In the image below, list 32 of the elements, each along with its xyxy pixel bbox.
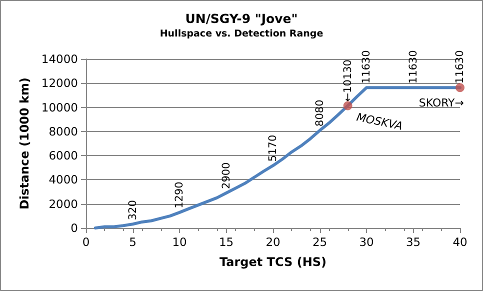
x-tick-label: 25 bbox=[312, 235, 328, 249]
data-label: 11630 bbox=[454, 50, 466, 84]
x-tick-label: 10 bbox=[172, 235, 187, 249]
data-label: 320 bbox=[126, 200, 139, 220]
x-tick-label: 40 bbox=[452, 235, 468, 249]
data-label: 11630 bbox=[360, 50, 372, 84]
y-axis-title: Distance (1000 km) bbox=[18, 77, 32, 210]
y-tick-label: 0 bbox=[70, 221, 78, 235]
y-tick-label: 10000 bbox=[41, 100, 78, 114]
chart-subtitle: Hullspace vs. Detection Range bbox=[160, 28, 324, 40]
annotation: MOSKVA bbox=[355, 110, 404, 133]
y-tick-label: 2000 bbox=[48, 196, 78, 211]
x-tick-label: 20 bbox=[266, 235, 280, 249]
x-tick-label: 15 bbox=[218, 235, 234, 249]
chart-title: UN/SGY-9 "Jove" bbox=[185, 11, 298, 26]
x-axis-title: Target TCS (HS) bbox=[220, 255, 326, 269]
data-label: 8080 bbox=[314, 100, 326, 126]
x-tick-label: 35 bbox=[406, 235, 421, 249]
x-tick-label: 30 bbox=[359, 235, 374, 249]
y-tick-label: 8000 bbox=[48, 124, 78, 138]
data-label: 5170 bbox=[267, 134, 279, 162]
x-tick-label: 5 bbox=[129, 235, 136, 249]
data-label: 11630 bbox=[407, 50, 420, 84]
y-tick-label: 6000 bbox=[48, 148, 78, 163]
x-tick-label: 0 bbox=[82, 235, 90, 249]
data-label: 2900 bbox=[220, 162, 232, 189]
y-tick-label: 12000 bbox=[41, 76, 78, 90]
data-label: ←10130 bbox=[342, 60, 354, 102]
y-tick-label: 14000 bbox=[41, 52, 78, 66]
annotation: SKORY→ bbox=[418, 96, 464, 110]
data-label: 1290 bbox=[174, 182, 186, 208]
y-tick-label: 4000 bbox=[48, 172, 78, 187]
